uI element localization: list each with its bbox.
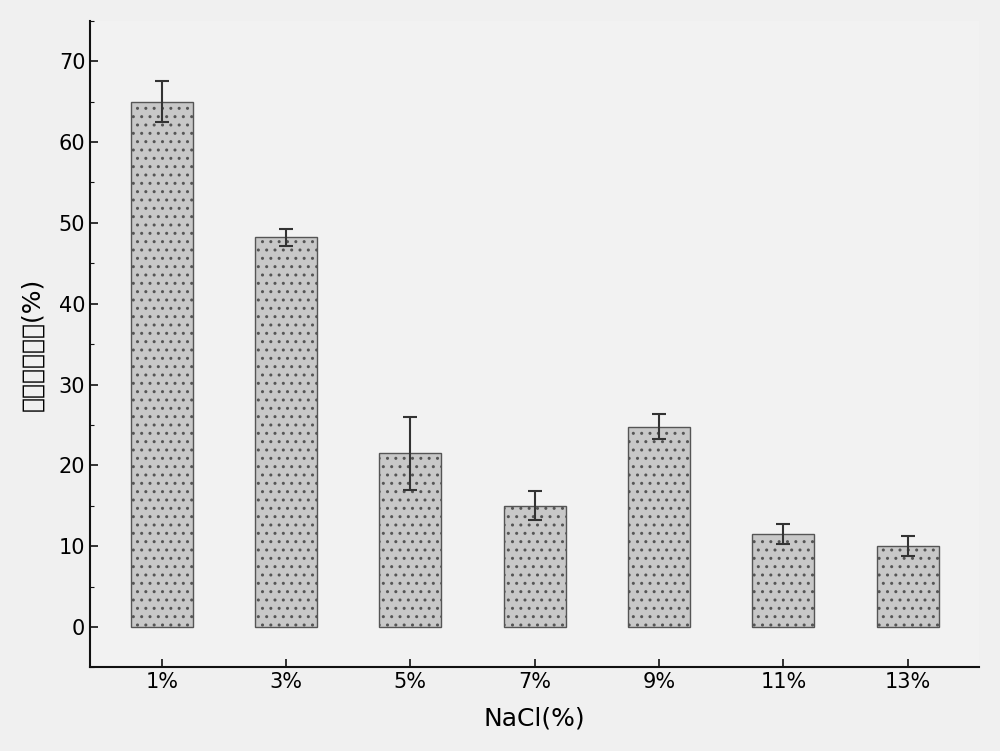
Y-axis label: 生物胺降解率(%): 生物胺降解率(%): [21, 278, 45, 411]
X-axis label: NaCl(%): NaCl(%): [484, 706, 586, 730]
Bar: [131, 101, 193, 627]
Bar: [379, 454, 441, 627]
Bar: [255, 237, 317, 627]
Bar: [877, 546, 939, 627]
Bar: [504, 505, 566, 627]
Bar: [628, 427, 690, 627]
Bar: [752, 534, 814, 627]
